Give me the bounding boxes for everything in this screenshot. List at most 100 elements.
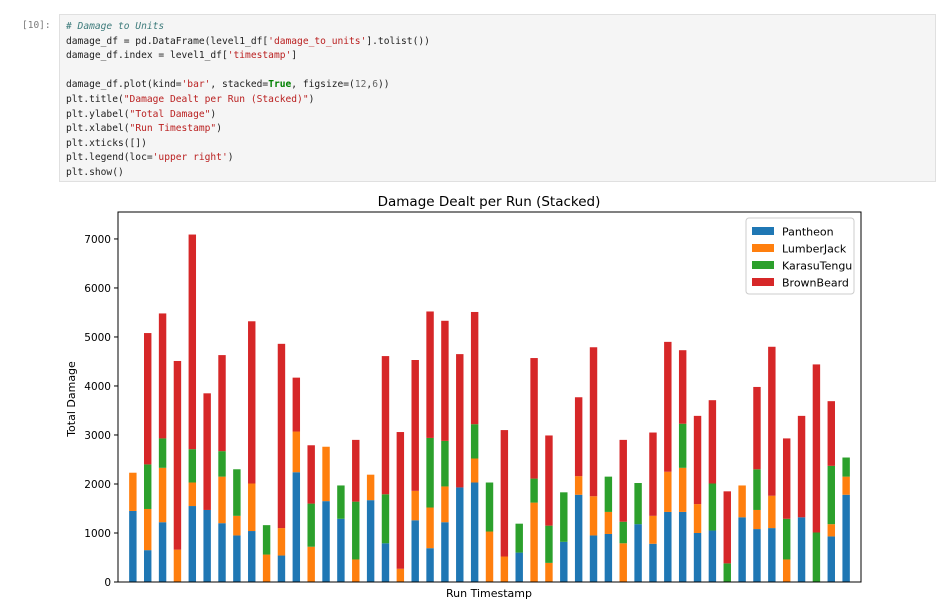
bar-segment-brownbeard xyxy=(812,364,821,533)
bar-segment-pantheon xyxy=(797,517,806,582)
bar-segment-brownbeard xyxy=(500,430,509,557)
bar-segment-lumberjack xyxy=(470,458,479,483)
bar-segment-brownbeard xyxy=(381,356,390,495)
bar-segment-brownbeard xyxy=(827,401,835,466)
bar-segment-brownbeard xyxy=(441,320,449,441)
bar-segment-lumberjack xyxy=(188,482,197,507)
code-token: ] xyxy=(291,50,298,62)
bar-segment-lumberjack xyxy=(144,508,152,551)
bar-segment-lumberjack xyxy=(396,568,405,582)
bar-segment-brownbeard xyxy=(797,415,806,518)
bar-segment-karasutengu xyxy=(753,469,761,510)
bar-segment-karasutengu xyxy=(515,523,523,553)
code-token: plt.legend(loc= xyxy=(66,152,153,164)
bar-segment-lumberjack xyxy=(173,549,182,582)
bar-segment-lumberjack xyxy=(485,531,494,582)
bar-segment-brownbeard xyxy=(426,311,434,438)
bar-segment-brownbeard xyxy=(619,439,627,522)
legend-swatch xyxy=(752,244,774,252)
bar-segment-lumberjack xyxy=(500,556,509,582)
bar-segment-pantheon xyxy=(604,533,613,582)
bar-segment-pantheon xyxy=(574,494,583,582)
bar-segment-karasutengu xyxy=(158,438,167,468)
code-line: damage_df.plot(kind='bar', stacked=True,… xyxy=(66,79,390,90)
bar-segment-karasutengu xyxy=(545,525,553,563)
bar-segment-karasutengu xyxy=(441,440,449,487)
cell-prompt: [10]: xyxy=(22,20,51,31)
bar-segment-karasutengu xyxy=(426,437,434,508)
bar-segment-brownbeard xyxy=(144,333,152,465)
code-token: damage_df.plot(kind= xyxy=(66,79,182,91)
bar-segment-brownbeard xyxy=(723,491,731,564)
code-line: plt.show() xyxy=(66,167,124,178)
code-token: , stacked= xyxy=(210,79,269,91)
bar-segment-brownbeard xyxy=(188,234,197,450)
code-text[interactable]: # Damage to Units damage_df = pd.DataFra… xyxy=(66,20,430,181)
bar-segment-lumberjack xyxy=(441,486,449,523)
legend-swatch xyxy=(752,278,774,286)
bar-segment-pantheon xyxy=(664,511,672,582)
bar-segment-pantheon xyxy=(708,530,717,582)
legend-swatch xyxy=(752,227,774,235)
code-token: 'damage_to_units' xyxy=(268,35,367,47)
bar-segment-lumberjack xyxy=(292,431,301,473)
bar-segment-pantheon xyxy=(277,555,286,582)
bar-segment-pantheon xyxy=(411,520,419,582)
bar-segment-brownbeard xyxy=(173,360,182,550)
code-token: 'timestamp' xyxy=(227,50,292,62)
bar-segment-pantheon xyxy=(233,535,241,582)
code-line: # Damage to Units xyxy=(66,21,164,32)
code-token: plt.xticks([]) xyxy=(66,137,147,149)
bar-segment-pantheon xyxy=(634,524,642,582)
bar-segment-karasutengu xyxy=(530,478,538,503)
bar-segment-lumberjack xyxy=(664,471,672,512)
bar-segment-karasutengu xyxy=(485,482,494,532)
bar-segment-karasutengu xyxy=(233,469,241,516)
code-token: ) xyxy=(308,93,315,105)
bar-segment-brownbeard xyxy=(203,393,211,510)
code-token: "Run Timestamp" xyxy=(129,123,217,135)
bar-segment-pantheon xyxy=(248,531,256,582)
code-line: damage_df = pd.DataFrame(level1_df['dama… xyxy=(66,36,430,47)
code-line: plt.xticks([]) xyxy=(66,138,147,149)
bar-segment-karasutengu xyxy=(782,518,791,560)
bar-segment-brownbeard xyxy=(158,313,167,439)
code-token: plt.xlabel( xyxy=(66,123,130,135)
bar-segment-pantheon xyxy=(218,523,226,582)
code-token: damage_df = pd.DataFrame(level1_df[ xyxy=(66,35,269,47)
bar-segment-pantheon xyxy=(158,522,167,582)
bar-segment-karasutengu xyxy=(218,451,226,477)
bar-segment-karasutengu xyxy=(560,492,568,542)
code-token: 6 xyxy=(372,79,378,91)
cell-output: Damage Dealt per Run (Stacked) Run Times… xyxy=(60,188,940,606)
bar-segment-brownbeard xyxy=(456,354,464,488)
bar-segment-pantheon xyxy=(515,552,523,582)
bar-segment-lumberjack xyxy=(262,554,271,582)
bar-segment-karasutengu xyxy=(812,532,821,582)
bar-segment-brownbeard xyxy=(248,321,256,484)
bar-segment-pantheon xyxy=(381,543,390,582)
bar-segment-pantheon xyxy=(753,529,761,582)
bar-segment-karasutengu xyxy=(827,465,835,525)
code-token: plt.show() xyxy=(66,166,124,178)
bar-segment-brownbeard xyxy=(530,358,538,479)
code-token: True xyxy=(268,79,292,91)
bar-segment-lumberjack xyxy=(158,467,167,523)
bar-segment-lumberjack xyxy=(753,509,761,530)
bar-segment-pantheon xyxy=(292,472,301,582)
bar-segment-brownbeard xyxy=(768,346,776,496)
legend-box xyxy=(745,217,855,295)
bar-segment-brownbeard xyxy=(782,438,791,519)
bar-segment-lumberjack xyxy=(545,562,553,582)
code-token: 'upper right' xyxy=(152,152,228,164)
code-editor[interactable]: # Damage to Units damage_df = pd.DataFra… xyxy=(59,14,936,182)
bar-segment-lumberjack xyxy=(233,515,241,536)
code-token: ) xyxy=(216,123,222,135)
y-tick-label: 5000 xyxy=(84,332,111,344)
bar-segment-pantheon xyxy=(678,511,687,582)
bar-segment-lumberjack xyxy=(352,559,360,582)
code-token: ].tolist()) xyxy=(366,35,430,47)
bar-segment-lumberjack xyxy=(768,495,776,529)
legend-label: BrownBeard xyxy=(782,277,849,290)
bar-segment-brownbeard xyxy=(411,360,419,491)
